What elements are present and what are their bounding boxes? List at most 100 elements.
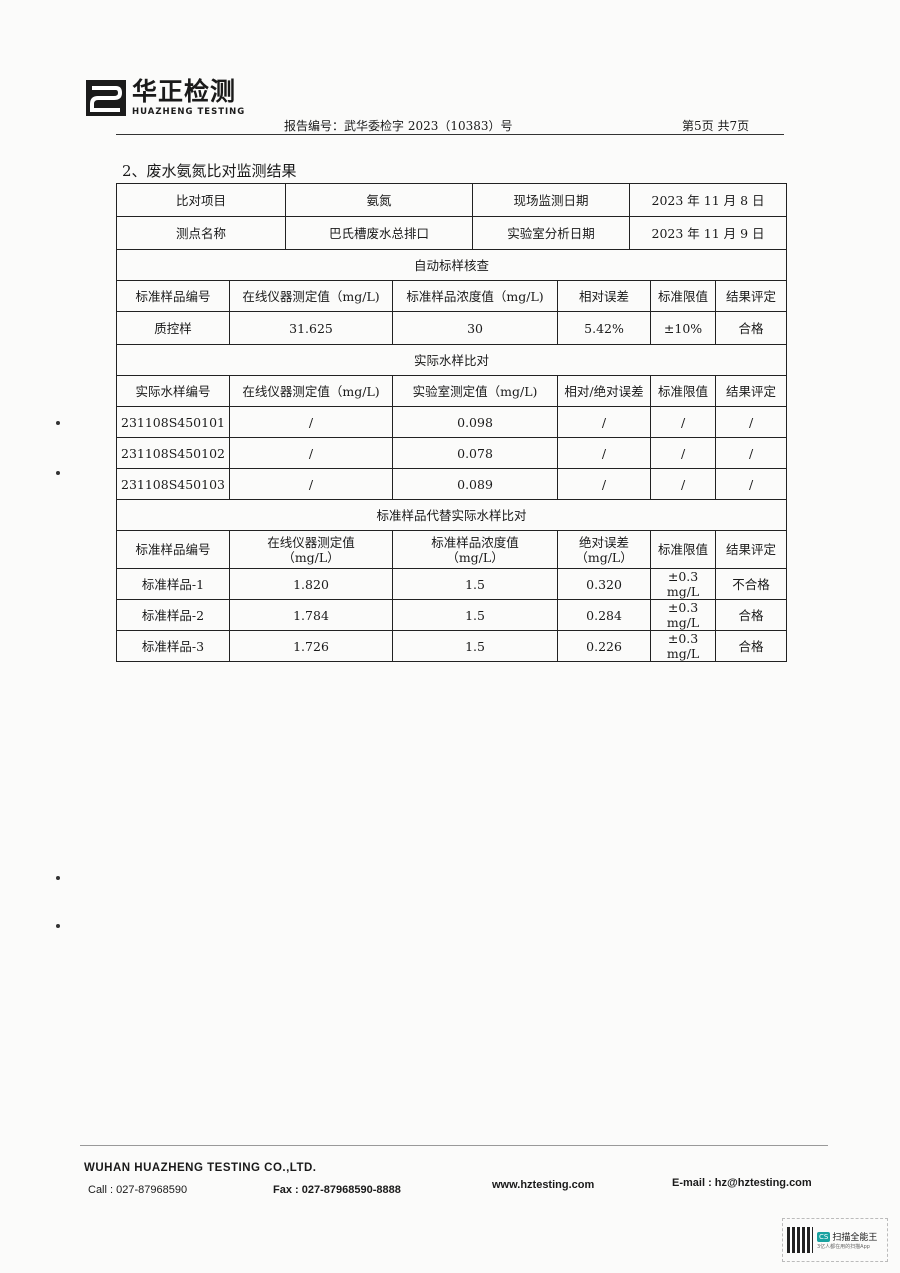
table-cell: 0.284	[557, 599, 652, 631]
table-cell: 1.820	[228, 568, 394, 600]
table-cell: 30	[392, 311, 559, 345]
table-cell: /	[650, 468, 717, 500]
lab-date-label: 实验室分析日期	[472, 216, 631, 250]
margin-dot	[56, 924, 60, 928]
column-header: 绝对误差 （mg/L）	[557, 530, 652, 569]
table-row: 231108S450101/0.098// /	[116, 406, 788, 438]
report-number: 报告编号：武华委检字 2023（10383）号	[284, 119, 513, 133]
table-row: 标准样品-2 1.784 1.5 0.284 ±0.3 mg/L 合格	[116, 599, 788, 631]
table-cell: 1.5	[392, 599, 559, 631]
logo-mark-icon	[86, 80, 126, 116]
point-value: 巴氏槽废水总排口	[285, 216, 474, 250]
table-cell: 231108S450102	[116, 437, 230, 469]
table-cell: 合格	[715, 599, 788, 631]
actual-title-row: 实际水样比对	[115, 344, 788, 376]
table-cell: /	[650, 406, 717, 438]
table-cell: 31.625	[228, 311, 394, 345]
header-row: 实际水样编号 在线仪器测定值（mg/L) 实验室测定值（mg/L) 相对/绝对误差 标准…	[116, 375, 788, 407]
table-cell: 质控样	[116, 311, 230, 345]
footer-email: E-mail : hz@hztesting.com	[672, 1177, 812, 1189]
site-date: 2023 年 11 月 8 日	[629, 183, 788, 217]
column-header: 相对误差	[557, 280, 652, 312]
table-cell: /	[557, 406, 652, 438]
scanner-watermark: CS 扫描全能王 3亿人都在用的扫描App	[782, 1218, 888, 1262]
column-header: 标准限值	[650, 530, 717, 569]
column-header: 在线仪器测定值（mg/L)	[228, 280, 394, 312]
table-cell: 标准样品-3	[116, 630, 230, 662]
column-header: 结果评定	[715, 375, 788, 407]
margin-dot	[56, 876, 60, 880]
camscanner-icon: CS	[817, 1231, 831, 1242]
table-cell: 1.5	[392, 630, 559, 662]
table-cell: 0.098	[392, 406, 559, 438]
table-cell: ±0.3 mg/L	[650, 599, 717, 631]
company-logo: 华正检测 HUAZHENG TESTING	[86, 78, 245, 118]
info-row: 比对项目 氨氮 现场监测日期 2023 年 11 月 8 日	[115, 183, 788, 217]
site-date-label: 现场监测日期	[472, 183, 631, 217]
header-row: 标准样品编号 在线仪器测定值 （mg/L） 标准样品浓度值 （mg/L） 绝对误差 （…	[116, 530, 788, 569]
table-cell: /	[715, 468, 788, 500]
table-cell: 标准样品-1	[116, 568, 230, 600]
table-cell: /	[228, 437, 394, 469]
item-value: 氨氮	[285, 183, 474, 217]
table-cell: 231108S450103	[116, 468, 230, 500]
footer-call: Call : 027-87968590	[88, 1184, 188, 1196]
lab-date: 2023 年 11 月 9 日	[629, 216, 788, 250]
column-header: 在线仪器测定值（mg/L)	[228, 375, 394, 407]
table-cell: ±10%	[650, 311, 717, 345]
column-header: 实验室测定值（mg/L)	[392, 375, 559, 407]
table-cell: /	[650, 437, 717, 469]
header-divider	[116, 134, 784, 135]
table-cell: 231108S450101	[116, 406, 230, 438]
table-cell: 1.726	[228, 630, 394, 662]
table-row: 231108S450102/0.078// /	[116, 437, 788, 469]
page-number: 第5页 共7页	[682, 119, 750, 133]
table-cell: 不合格	[715, 568, 788, 600]
table-cell: 合格	[715, 311, 788, 345]
table-cell: 1.784	[228, 599, 394, 631]
column-header: 相对/绝对误差	[557, 375, 652, 407]
column-header: 结果评定	[715, 530, 788, 569]
footer-fax: Fax : 027-87968590-8888	[273, 1184, 401, 1196]
group-title: 自动标样核查	[115, 249, 788, 281]
point-label: 测点名称	[115, 216, 287, 250]
column-header: 标准样品浓度值 （mg/L）	[392, 530, 559, 569]
table-cell: 5.42%	[557, 311, 652, 345]
table-cell: /	[557, 437, 652, 469]
qr-code-icon	[787, 1227, 813, 1253]
table-cell: 0.089	[392, 468, 559, 500]
group-title: 标准样品代替实际水样比对	[115, 499, 788, 531]
substitute-title-row: 标准样品代替实际水样比对	[115, 499, 788, 531]
logo-cn-text: 华正检测	[132, 77, 237, 106]
table-cell: /	[228, 406, 394, 438]
column-header: 标准样品编号	[116, 530, 230, 569]
section-title: 2、废水氨氮比对监测结果	[122, 162, 297, 180]
item-label: 比对项目	[115, 183, 287, 217]
footer-divider	[80, 1145, 828, 1146]
table-cell: /	[715, 437, 788, 469]
group-title: 实际水样比对	[115, 344, 788, 376]
column-header: 标准样品浓度值（mg/L)	[392, 280, 559, 312]
column-header: 标准样品编号	[116, 280, 230, 312]
column-header: 标准限值	[650, 280, 717, 312]
table-cell: ±0.3 mg/L	[650, 630, 717, 662]
results-table: 比对项目 氨氮 现场监测日期 2023 年 11 月 8 日 测点名称 巴氏槽废…	[115, 183, 788, 662]
table-cell: /	[557, 468, 652, 500]
table-cell: 合格	[715, 630, 788, 662]
watermark-title: 扫描全能王	[832, 1233, 878, 1243]
table-cell: 0.226	[557, 630, 652, 662]
footer-company: WUHAN HUAZHENG TESTING CO.,LTD.	[84, 1162, 317, 1174]
table-row: 231108S450103/0.089// /	[116, 468, 788, 500]
auto_check-title-row: 自动标样核查	[115, 249, 788, 281]
table-row: 标准样品-3 1.726 1.5 0.226 ±0.3 mg/L 合格	[116, 630, 788, 662]
table-cell: 0.320	[557, 568, 652, 600]
watermark-subtitle: 3亿人都在用的扫描App	[817, 1244, 870, 1250]
column-header: 实际水样编号	[116, 375, 230, 407]
margin-dot	[56, 421, 60, 425]
margin-dot	[56, 471, 60, 475]
table-row: 质控样 31.625 30 5.42% ±10% 合格	[116, 311, 788, 345]
table-row: 标准样品-1 1.820 1.5 0.320 ±0.3 mg/L 不合格	[116, 568, 788, 600]
column-header: 在线仪器测定值 （mg/L）	[228, 530, 394, 569]
table-cell: /	[228, 468, 394, 500]
